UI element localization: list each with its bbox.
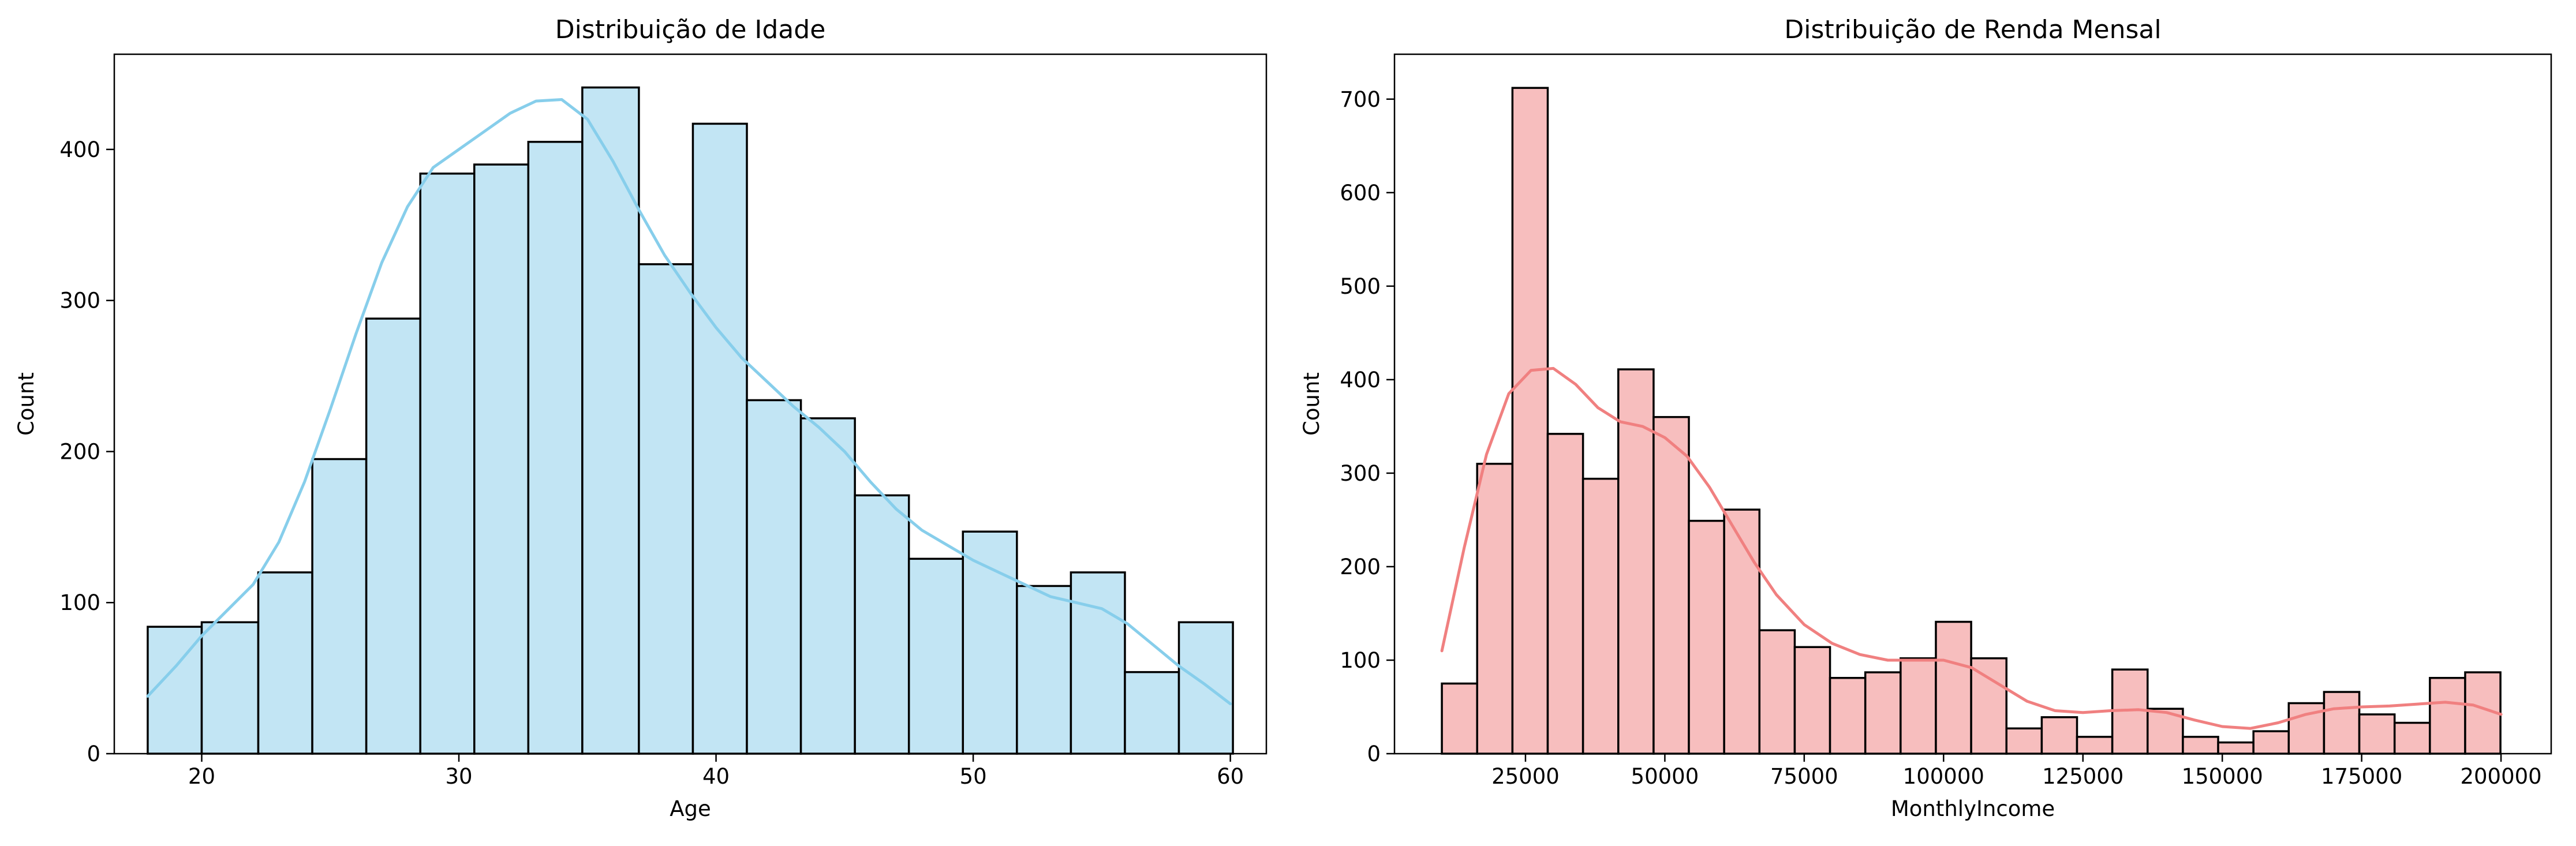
income-kde-line xyxy=(1440,366,2503,730)
income-histogram-bar xyxy=(1723,508,1761,755)
income-histogram-bar xyxy=(1864,671,1902,755)
income-histogram-bar xyxy=(1970,657,2007,755)
income-histogram-bar xyxy=(1758,629,1796,755)
income-histogram-bar xyxy=(2252,730,2290,755)
y-tick-label: 0 xyxy=(1367,742,1381,766)
x-tick-label: 75000 xyxy=(1770,764,1838,789)
x-tick-label: 20 xyxy=(188,764,215,789)
age-histogram-bar xyxy=(365,317,421,755)
x-tick-label: 40 xyxy=(702,764,730,789)
income-histogram-bar xyxy=(1900,657,1937,755)
age-histogram-bar xyxy=(311,458,368,755)
x-tick-label: 50 xyxy=(960,764,987,789)
x-tick-label: 25000 xyxy=(1491,764,1560,789)
chart-title: Distribuição de Renda Mensal xyxy=(1784,15,2161,44)
age-histogram-bar xyxy=(799,417,856,755)
income-histogram-bar xyxy=(1511,87,1549,755)
y-tick-label: 300 xyxy=(1340,461,1381,486)
age-histogram-bar xyxy=(581,86,640,755)
income-histogram-bar xyxy=(1441,682,1478,755)
age-bars xyxy=(147,86,1234,755)
income-histogram-bar xyxy=(2393,721,2431,755)
income-histogram-bar xyxy=(1476,462,1514,755)
age-axes-frame xyxy=(113,53,1268,755)
age-histogram-bar xyxy=(1177,621,1234,755)
age-histogram-bar xyxy=(907,557,964,755)
y-tick-label: 400 xyxy=(59,137,100,162)
y-tick-label: 700 xyxy=(1340,87,1381,112)
y-tick-label: 100 xyxy=(1340,648,1381,673)
x-tick-label: 50000 xyxy=(1631,764,1699,789)
age-kde-line xyxy=(146,98,1232,706)
income-histogram-bar xyxy=(1829,677,1867,755)
y-axis-label: Count xyxy=(1299,372,1324,436)
income-histogram-bar xyxy=(1546,433,1584,755)
x-tick-label: 60 xyxy=(1217,764,1244,789)
x-tick-label: 175000 xyxy=(2321,764,2402,789)
income-histogram-bar xyxy=(1652,415,1690,755)
y-tick-label: 200 xyxy=(59,439,100,464)
y-axis-label: Count xyxy=(14,372,39,436)
y-tick-label: 200 xyxy=(1340,555,1381,579)
x-tick-label: 125000 xyxy=(2042,764,2123,789)
income-histogram-bar xyxy=(1793,646,1831,755)
income-histogram-bar xyxy=(2005,727,2043,755)
income-bars xyxy=(1441,87,2502,755)
income-histogram-bar xyxy=(1688,519,1725,755)
income-histogram-bar xyxy=(2076,736,2114,755)
income-histogram-bar xyxy=(2323,691,2361,755)
age-histogram-bar xyxy=(473,163,530,755)
x-tick-label: 200000 xyxy=(2460,764,2541,789)
income-histogram-bar xyxy=(1617,368,1655,755)
x-tick-label: 150000 xyxy=(2182,764,2263,789)
x-tick-label: 100000 xyxy=(1903,764,1984,789)
income-histogram-bar xyxy=(1935,620,1972,755)
y-tick-label: 500 xyxy=(1340,274,1381,299)
income-histogram-panel: 25000 50000 75000 100000 125000 150000 175000 2… xyxy=(1299,15,2552,821)
income-histogram-bar xyxy=(1582,477,1620,755)
age-histogram-bar xyxy=(746,399,802,755)
x-tick-label: 30 xyxy=(445,764,472,789)
y-tick-label: 0 xyxy=(87,742,100,766)
income-histogram-bar xyxy=(2182,736,2219,755)
age-histogram-bar xyxy=(1124,671,1180,755)
age-histogram-bar xyxy=(638,263,694,755)
age-histogram-bar xyxy=(257,571,313,755)
income-histogram-bar xyxy=(2429,677,2466,755)
x-axis-label: Age xyxy=(670,796,711,821)
chart-title: Distribuição de Idade xyxy=(555,15,826,44)
y-tick-label: 400 xyxy=(1340,368,1381,392)
income-histogram-bar xyxy=(2217,741,2255,755)
age-histogram-bar xyxy=(691,122,748,755)
age-histogram-bar xyxy=(854,494,910,755)
income-histogram-bar xyxy=(2040,716,2078,755)
age-histogram-bar xyxy=(200,621,260,755)
y-tick-label: 600 xyxy=(1340,181,1381,205)
income-histogram-bar xyxy=(2358,713,2396,755)
age-histogram-bar xyxy=(1016,585,1072,755)
age-histogram-bar xyxy=(1070,571,1126,755)
age-histogram-bar xyxy=(419,173,476,755)
age-histogram-bar xyxy=(962,530,1018,755)
income-axes-frame xyxy=(1393,53,2552,755)
age-histogram-bar xyxy=(527,141,584,755)
y-tick-label: 100 xyxy=(59,590,100,615)
x-axis-label: MonthlyIncome xyxy=(1891,796,2055,821)
y-tick-label: 300 xyxy=(59,289,100,313)
age-histogram-panel: 20 30 40 50 60 0 100 200 300 400 Distribuição de I… xyxy=(14,15,1268,821)
